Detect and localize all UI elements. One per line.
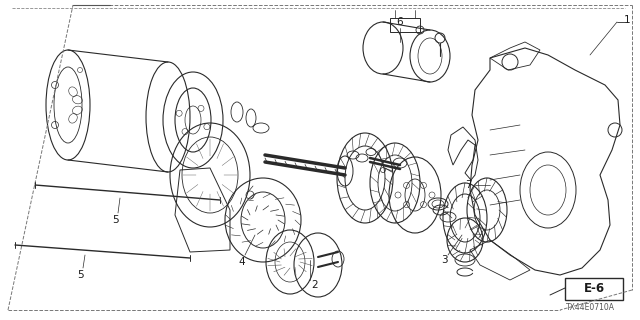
Text: 5: 5 (112, 215, 118, 225)
Text: 6: 6 (397, 17, 403, 27)
Text: E-6: E-6 (584, 283, 605, 295)
Text: TX44E0710A: TX44E0710A (566, 303, 614, 313)
Text: 4: 4 (239, 257, 245, 267)
Text: 2: 2 (312, 280, 318, 290)
Text: 7: 7 (465, 180, 471, 190)
Bar (390, 18, 420, 32)
Text: 1: 1 (624, 15, 630, 25)
Text: 5: 5 (77, 270, 83, 280)
Bar (565, 278, 623, 300)
Text: 3: 3 (441, 255, 447, 265)
